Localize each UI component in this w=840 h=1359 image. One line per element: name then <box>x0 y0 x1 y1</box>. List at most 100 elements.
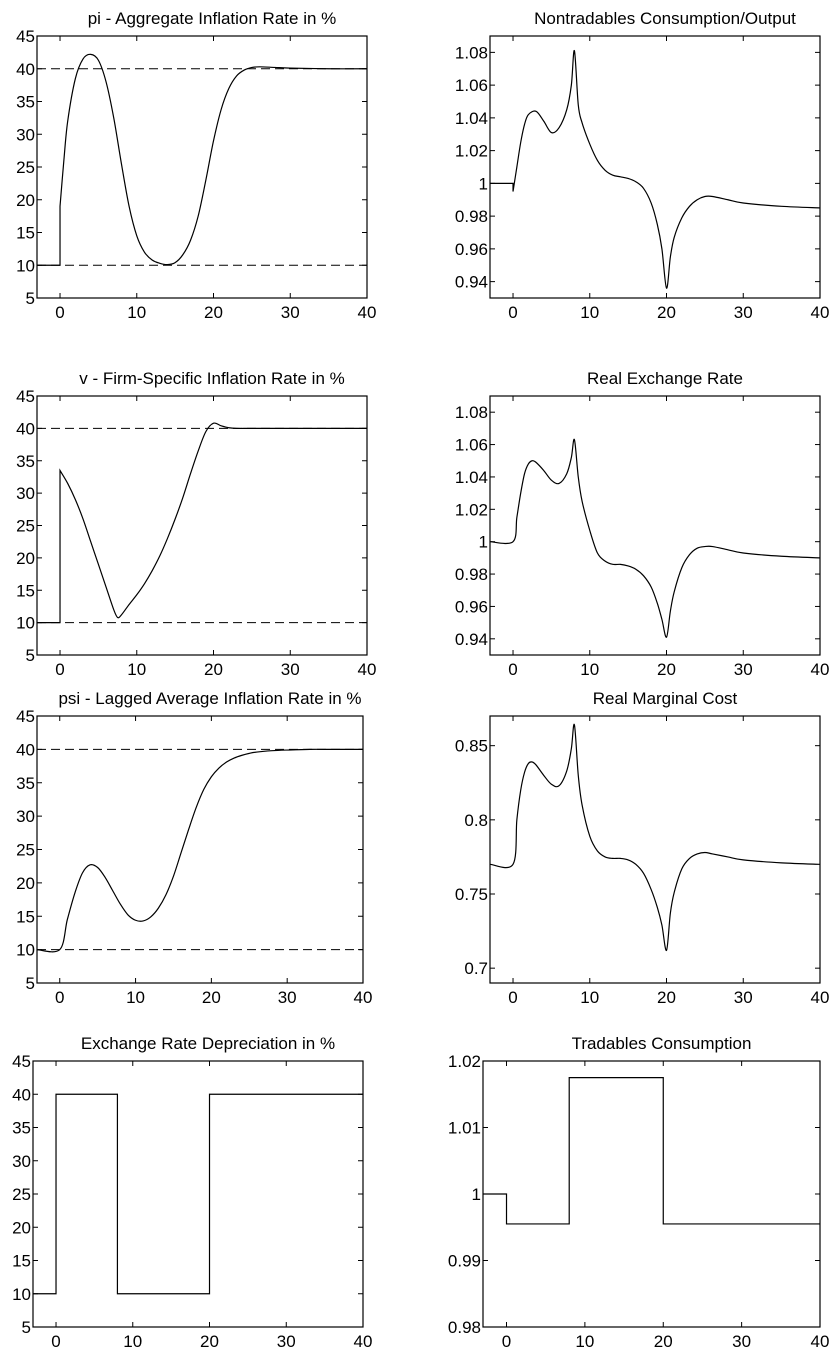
y-tick-label: 1.02 <box>455 500 488 519</box>
y-tick-label: 5 <box>22 1318 31 1337</box>
x-tick-label: 0 <box>51 1332 60 1351</box>
y-tick-label: 5 <box>26 646 35 665</box>
y-tick-label: 20 <box>16 549 35 568</box>
x-tick-label: 20 <box>204 660 223 679</box>
y-tick-label: 0.94 <box>455 630 488 649</box>
y-tick-label: 1.01 <box>448 1119 481 1138</box>
y-tick-label: 0.98 <box>455 207 488 226</box>
y-tick-label: 10 <box>16 941 35 960</box>
chart-panel-4: Real Exchange Rate 0 10 20 30 40 0.94 0.96 0.98 1… <box>455 369 830 679</box>
panel-title: Real Marginal Cost <box>593 689 738 708</box>
y-tick-label: 1 <box>472 1185 481 1204</box>
y-tick-label: 15 <box>16 224 35 243</box>
y-tick-label: 35 <box>12 1119 31 1138</box>
y-tick-label: 25 <box>12 1185 31 1204</box>
x-tick-label: 10 <box>580 660 599 679</box>
series-line <box>483 1077 820 1225</box>
y-tick-label: 45 <box>16 27 35 46</box>
y-tick-label: 45 <box>16 707 35 726</box>
panel-title: psi - Lagged Average Inflation Rate in % <box>58 689 361 708</box>
x-tick-label: 10 <box>580 988 599 1007</box>
y-tick-label: 25 <box>16 841 35 860</box>
plot-frame <box>36 395 368 656</box>
y-tick-label: 45 <box>16 387 35 406</box>
x-tick-label: 10 <box>580 303 599 322</box>
x-tick-label: 20 <box>654 1332 673 1351</box>
y-tick-label: 15 <box>12 1252 31 1271</box>
y-tick-label: 25 <box>16 158 35 177</box>
x-tick-label: 20 <box>657 303 676 322</box>
y-tick-label: 0.8 <box>464 811 488 830</box>
y-tick-label: 40 <box>16 419 35 438</box>
x-tick-label: 0 <box>508 988 517 1007</box>
x-tick-label: 10 <box>127 660 146 679</box>
x-tick-label: 40 <box>358 303 377 322</box>
y-tick-label: 15 <box>16 907 35 926</box>
x-tick-label: 10 <box>575 1332 594 1351</box>
y-tick-label: 1.02 <box>455 142 488 161</box>
chart-panel-1: pi - Aggregate Inflation Rate in % 0 10 20 3… <box>16 9 376 322</box>
x-tick-label: 40 <box>811 1332 830 1351</box>
x-tick-label: 20 <box>202 988 221 1007</box>
x-tick-label: 20 <box>657 660 676 679</box>
x-tick-label: 30 <box>734 660 753 679</box>
x-tick-label: 30 <box>734 303 753 322</box>
series-line <box>489 438 821 638</box>
plot-frame <box>36 35 368 299</box>
y-tick-label: 0.98 <box>455 565 488 584</box>
series-line <box>489 723 821 951</box>
x-tick-label: 30 <box>277 1332 296 1351</box>
y-tick-label: 0.75 <box>455 885 488 904</box>
chart-panel-5: psi - Lagged Average Inflation Rate in %… <box>16 689 372 1007</box>
y-tick-label: 1.06 <box>455 436 488 455</box>
y-tick-label: 35 <box>16 93 35 112</box>
y-tick-label: 10 <box>12 1285 31 1304</box>
y-tick-label: 1 <box>479 174 488 193</box>
series-line <box>36 53 368 266</box>
y-tick-label: 1.06 <box>455 76 488 95</box>
panel-title: Nontradables Consumption/Output <box>534 9 796 28</box>
x-tick-label: 40 <box>354 988 373 1007</box>
x-tick-label: 30 <box>734 988 753 1007</box>
x-tick-label: 0 <box>502 1332 511 1351</box>
y-tick-label: 20 <box>12 1218 31 1237</box>
y-tick-label: 15 <box>16 581 35 600</box>
x-tick-label: 40 <box>811 660 830 679</box>
x-tick-label: 40 <box>358 660 377 679</box>
y-tick-label: 0.96 <box>455 597 488 616</box>
x-tick-label: 30 <box>732 1332 751 1351</box>
y-tick-label: 10 <box>16 256 35 275</box>
x-tick-label: 10 <box>127 303 146 322</box>
x-tick-label: 30 <box>278 988 297 1007</box>
plot-frame <box>32 1060 364 1328</box>
y-tick-label: 35 <box>16 774 35 793</box>
y-tick-label: 5 <box>26 974 35 993</box>
x-tick-label: 20 <box>204 303 223 322</box>
y-tick-label: 35 <box>16 452 35 471</box>
y-tick-label: 0.7 <box>464 959 488 978</box>
y-tick-label: 40 <box>12 1085 31 1104</box>
series-line <box>490 50 821 289</box>
y-tick-label: 20 <box>16 874 35 893</box>
panel-title: pi - Aggregate Inflation Rate in % <box>88 9 337 28</box>
chart-panel-8: Tradables Consumption 0 10 20 30 40 0.98 0.99 1 1… <box>448 1034 830 1351</box>
plot-frame <box>489 395 821 656</box>
panel-title: v - Firm-Specific Inflation Rate in % <box>79 369 344 388</box>
y-tick-label: 45 <box>12 1052 31 1071</box>
y-tick-label: 30 <box>12 1152 31 1171</box>
y-tick-label: 0.96 <box>455 240 488 259</box>
y-tick-label: 1 <box>479 533 488 552</box>
panel-title: Exchange Rate Depreciation in % <box>81 1034 335 1053</box>
y-tick-label: 30 <box>16 807 35 826</box>
y-tick-label: 40 <box>16 740 35 759</box>
y-tick-label: 40 <box>16 60 35 79</box>
series-line <box>36 748 363 953</box>
y-tick-label: 1.02 <box>448 1052 481 1071</box>
y-tick-label: 1.04 <box>455 109 488 128</box>
y-tick-label: 1.08 <box>455 43 488 62</box>
plot-frame <box>482 1060 821 1328</box>
y-tick-label: 30 <box>16 125 35 144</box>
x-tick-label: 0 <box>55 303 64 322</box>
y-tick-label: 0.98 <box>448 1318 481 1337</box>
